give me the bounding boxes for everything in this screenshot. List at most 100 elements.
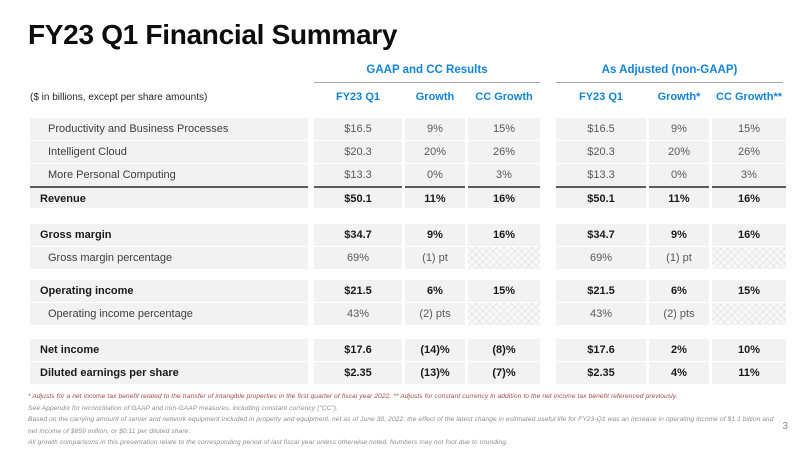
cell-adj-fy23q1: $34.7 bbox=[556, 224, 646, 246]
cell-gaap-growth: (14)% bbox=[405, 339, 465, 361]
cell-gaap-cc-growth: (8)% bbox=[468, 339, 540, 361]
col-header-adj-fy23q1: FY23 Q1 bbox=[578, 91, 624, 103]
cell-gaap-growth: 6% bbox=[405, 280, 465, 302]
row-label: Operating income percentage bbox=[30, 303, 308, 325]
cell-adj-growth: 4% bbox=[649, 362, 709, 384]
cell-gaap-fy23q1: $13.3 bbox=[314, 164, 402, 186]
cell-adj-growth: 6% bbox=[649, 280, 709, 302]
row-label: Intelligent Cloud bbox=[30, 141, 308, 163]
page-title: FY23 Q1 Financial Summary bbox=[28, 19, 398, 50]
financial-table: GAAP and CC Results As Adjusted (non-GAA… bbox=[30, 64, 786, 385]
units-note: ($ in billions, except per share amounts… bbox=[30, 92, 208, 103]
cell-gaap-fy23q1: $16.5 bbox=[314, 118, 402, 140]
section-revenue: Productivity and Business Processes $16.… bbox=[30, 118, 786, 208]
cell-adj-growth: 11% bbox=[649, 186, 709, 208]
cell-adj-fy23q1: $2.35 bbox=[556, 362, 646, 384]
cell-gaap-cc-growth: 3% bbox=[468, 164, 540, 186]
footnotes: * Adjusts for a net income tax benefit r… bbox=[28, 391, 776, 449]
cell-adj-growth: (1) pt bbox=[649, 247, 709, 269]
cell-gaap-cc-growth-na bbox=[468, 247, 540, 269]
cell-adj-fy23q1: $13.3 bbox=[556, 164, 646, 186]
cell-gaap-growth: 9% bbox=[405, 224, 465, 246]
row-label: More Personal Computing bbox=[30, 164, 308, 186]
table-row-operating-income-pct: Operating income percentage 43% (2) pts … bbox=[30, 303, 786, 325]
cell-adj-cc-growth: 15% bbox=[712, 118, 786, 140]
table-row-revenue: Revenue $50.1 11% 16% $50.1 11% 16% bbox=[30, 186, 786, 208]
table-row-diluted-eps: Diluted earnings per share $2.35 (13)% (… bbox=[30, 362, 786, 384]
cell-adj-growth: 9% bbox=[649, 224, 709, 246]
cell-gaap-growth: 20% bbox=[405, 141, 465, 163]
footnote-rounding: All growth comparisons in this presentat… bbox=[28, 439, 509, 447]
table-row-gross-margin: Gross margin $34.7 9% 16% $34.7 9% 16% bbox=[30, 224, 786, 246]
table-row-intelligent-cloud: Intelligent Cloud $20.3 20% 26% $20.3 20… bbox=[30, 141, 786, 163]
cell-adj-fy23q1: $21.5 bbox=[556, 280, 646, 302]
group-header-adjusted: As Adjusted (non-GAAP) bbox=[556, 64, 783, 83]
section-operating-income: Operating income $21.5 6% 15% $21.5 6% 1… bbox=[30, 280, 786, 325]
cell-adj-growth: 20% bbox=[649, 141, 709, 163]
footnote-useful-life: Based on the carrying amount of server a… bbox=[28, 416, 774, 435]
cell-adj-growth: 2% bbox=[649, 339, 709, 361]
section-net-income: Net income $17.6 (14)% (8)% $17.6 2% 10%… bbox=[30, 339, 786, 384]
group-header-row: GAAP and CC Results As Adjusted (non-GAA… bbox=[30, 64, 786, 83]
group-header-gaap: GAAP and CC Results bbox=[314, 64, 540, 83]
cell-adj-growth: 9% bbox=[649, 118, 709, 140]
cell-gaap-cc-growth: 15% bbox=[468, 280, 540, 302]
cell-gaap-fy23q1: $20.3 bbox=[314, 141, 402, 163]
cell-gaap-growth: 11% bbox=[405, 186, 465, 208]
cell-gaap-fy23q1: $50.1 bbox=[314, 186, 402, 208]
row-label: Net income bbox=[30, 339, 308, 361]
cell-adj-fy23q1: $17.6 bbox=[556, 339, 646, 361]
row-label: Gross margin percentage bbox=[30, 247, 308, 269]
cell-gaap-growth: (1) pt bbox=[405, 247, 465, 269]
column-header-row: ($ in billions, except per share amounts… bbox=[30, 89, 786, 106]
col-header-adj-cc-growth: CC Growth** bbox=[716, 91, 782, 103]
cell-gaap-growth: (2) pts bbox=[405, 303, 465, 325]
footnote-appendix: See Appendix for reconciliation of GAAP … bbox=[28, 404, 338, 412]
table-row-pbp: Productivity and Business Processes $16.… bbox=[30, 118, 786, 140]
cell-adj-cc-growth-na bbox=[712, 247, 786, 269]
cell-adj-fy23q1: $50.1 bbox=[556, 186, 646, 208]
cell-gaap-fy23q1: 69% bbox=[314, 247, 402, 269]
row-label: Diluted earnings per share bbox=[30, 362, 308, 384]
row-label: Gross margin bbox=[30, 224, 308, 246]
cell-gaap-fy23q1: 43% bbox=[314, 303, 402, 325]
cell-adj-growth: (2) pts bbox=[649, 303, 709, 325]
cell-gaap-cc-growth-na bbox=[468, 303, 540, 325]
cell-gaap-cc-growth: (7)% bbox=[468, 362, 540, 384]
cell-adj-fy23q1: 43% bbox=[556, 303, 646, 325]
cell-adj-cc-growth: 11% bbox=[712, 362, 786, 384]
cell-gaap-fy23q1: $34.7 bbox=[314, 224, 402, 246]
cell-adj-fy23q1: $20.3 bbox=[556, 141, 646, 163]
cell-gaap-fy23q1: $17.6 bbox=[314, 339, 402, 361]
cell-adj-cc-growth: 26% bbox=[712, 141, 786, 163]
cell-adj-cc-growth: 16% bbox=[712, 186, 786, 208]
cell-gaap-growth: 0% bbox=[405, 164, 465, 186]
cell-adj-growth: 0% bbox=[649, 164, 709, 186]
cell-gaap-growth: 9% bbox=[405, 118, 465, 140]
row-label: Revenue bbox=[30, 186, 308, 208]
table-row-net-income: Net income $17.6 (14)% (8)% $17.6 2% 10% bbox=[30, 339, 786, 361]
row-label: Productivity and Business Processes bbox=[30, 118, 308, 140]
table-row-gross-margin-pct: Gross margin percentage 69% (1) pt 69% (… bbox=[30, 247, 786, 269]
cell-gaap-fy23q1: $2.35 bbox=[314, 362, 402, 384]
section-gross-margin: Gross margin $34.7 9% 16% $34.7 9% 16% G… bbox=[30, 224, 786, 269]
table-row-operating-income: Operating income $21.5 6% 15% $21.5 6% 1… bbox=[30, 280, 786, 302]
cell-adj-cc-growth: 3% bbox=[712, 164, 786, 186]
table-row-mpc: More Personal Computing $13.3 0% 3% $13.… bbox=[30, 164, 786, 186]
cell-adj-cc-growth: 10% bbox=[712, 339, 786, 361]
cell-adj-fy23q1: 69% bbox=[556, 247, 646, 269]
cell-adj-fy23q1: $16.5 bbox=[556, 118, 646, 140]
cell-gaap-growth: (13)% bbox=[405, 362, 465, 384]
col-header-adj-growth: Growth* bbox=[657, 91, 701, 103]
cell-adj-cc-growth: 16% bbox=[712, 224, 786, 246]
cell-gaap-cc-growth: 26% bbox=[468, 141, 540, 163]
cell-gaap-cc-growth: 15% bbox=[468, 118, 540, 140]
cell-gaap-fy23q1: $21.5 bbox=[314, 280, 402, 302]
col-header-gaap-growth: Growth bbox=[415, 91, 455, 103]
row-label: Operating income bbox=[30, 280, 308, 302]
cell-gaap-cc-growth: 16% bbox=[468, 186, 540, 208]
cell-adj-cc-growth-na bbox=[712, 303, 786, 325]
cell-gaap-cc-growth: 16% bbox=[468, 224, 540, 246]
footnote-adjustments: * Adjusts for a net income tax benefit r… bbox=[28, 393, 678, 400]
